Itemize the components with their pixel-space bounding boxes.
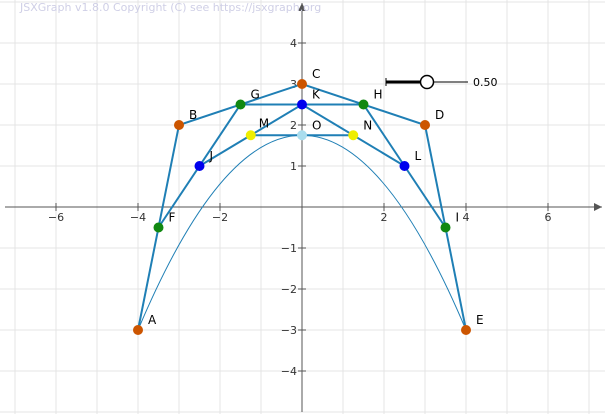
point-i[interactable] [441, 223, 451, 233]
point-d[interactable] [420, 120, 430, 130]
point-label-f: F [169, 211, 176, 225]
point-c[interactable] [297, 79, 307, 89]
point-o[interactable] [297, 130, 307, 140]
point-label-m: M [259, 116, 269, 130]
point-label-n: N [363, 118, 372, 132]
point-l[interactable] [400, 161, 410, 171]
watermark: JSXGraph v1.8.0 Copyright (C) see https:… [20, 1, 321, 14]
point-label-d: D [435, 108, 444, 122]
x-tick-label: 2 [381, 211, 388, 224]
point-label-b: B [189, 108, 197, 122]
y-tick-label: −1 [281, 242, 297, 255]
slider-knob[interactable] [421, 76, 434, 89]
y-tick-label: 3 [290, 78, 297, 91]
x-axis-arrow-icon [594, 203, 602, 211]
x-tick-label: −6 [48, 211, 64, 224]
point-g[interactable] [236, 100, 246, 110]
point-label-l: L [415, 149, 422, 163]
point-n[interactable] [348, 130, 358, 140]
point-b[interactable] [174, 120, 184, 130]
point-m[interactable] [246, 130, 256, 140]
x-tick-label: −2 [212, 211, 228, 224]
y-tick-label: 2 [290, 119, 297, 132]
x-tick-label: 6 [545, 211, 552, 224]
x-tick-label: 4 [463, 211, 470, 224]
x-tick-label: −4 [130, 211, 146, 224]
y-tick-label: −3 [281, 324, 297, 337]
slider-value: 0.50 [473, 76, 498, 89]
point-label-c: C [312, 67, 320, 81]
point-label-j: J [209, 149, 214, 163]
point-label-e: E [476, 313, 484, 327]
point-label-a: A [148, 313, 157, 327]
y-tick-label: 1 [290, 160, 297, 173]
y-tick-label: 4 [290, 37, 297, 50]
point-k[interactable] [297, 100, 307, 110]
y-tick-label: −2 [281, 283, 297, 296]
point-e[interactable] [461, 325, 471, 335]
point-a[interactable] [133, 325, 143, 335]
slider[interactable]: 0.50 [386, 76, 498, 90]
point-j[interactable] [195, 161, 205, 171]
y-tick-label: −4 [281, 365, 297, 378]
point-label-o: O [312, 118, 321, 132]
point-label-h: H [374, 88, 383, 102]
point-h[interactable] [359, 100, 369, 110]
point-label-g: G [251, 88, 260, 102]
point-label-k: K [312, 88, 321, 102]
point-label-i: I [456, 211, 460, 225]
axes [5, 3, 602, 412]
point-f[interactable] [154, 223, 164, 233]
